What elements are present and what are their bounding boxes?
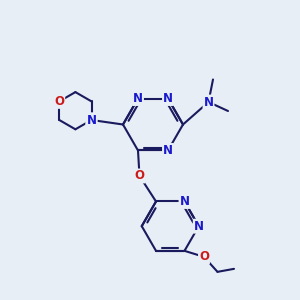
Text: N: N xyxy=(163,144,173,157)
Text: N: N xyxy=(179,195,190,208)
Text: N: N xyxy=(163,92,173,105)
Text: N: N xyxy=(86,113,97,127)
Text: N: N xyxy=(86,113,97,127)
Text: N: N xyxy=(203,95,214,109)
Text: O: O xyxy=(134,169,145,182)
Text: O: O xyxy=(199,250,209,263)
Text: N: N xyxy=(133,92,143,105)
Text: O: O xyxy=(54,95,64,108)
Text: N: N xyxy=(194,220,204,233)
